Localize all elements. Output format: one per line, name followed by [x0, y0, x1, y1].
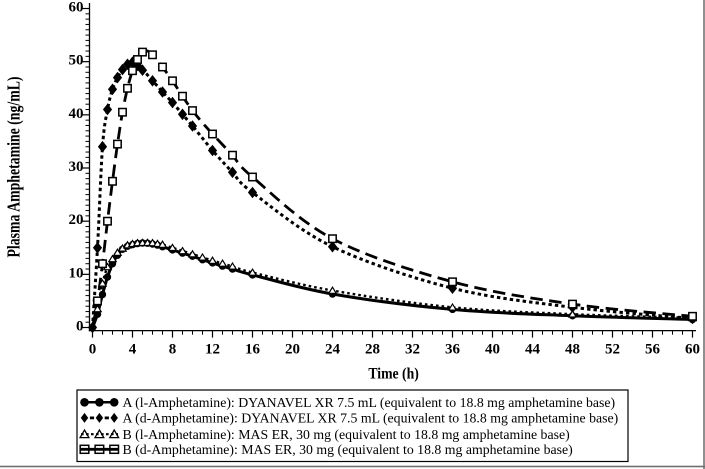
svg-text:24: 24 — [325, 341, 341, 357]
svg-text:A (l-Amphetamine): DYANAVEL XR: A (l-Amphetamine): DYANAVEL XR 7.5 mL (e… — [123, 395, 616, 411]
svg-text:60: 60 — [69, 0, 84, 16]
svg-text:36: 36 — [445, 341, 461, 357]
svg-text:20: 20 — [285, 341, 300, 357]
svg-text:20: 20 — [69, 212, 84, 228]
svg-text:40: 40 — [69, 106, 84, 122]
svg-text:32: 32 — [405, 341, 420, 357]
svg-text:10: 10 — [69, 265, 84, 281]
svg-text:Time (h): Time (h) — [368, 366, 419, 383]
svg-text:B (d-Amphetamine): MAS ER, 30: B (d-Amphetamine): MAS ER, 30 mg (equiva… — [123, 442, 573, 458]
svg-text:56: 56 — [645, 341, 661, 357]
svg-text:0: 0 — [89, 341, 97, 357]
svg-text:52: 52 — [605, 341, 620, 357]
svg-text:16: 16 — [245, 341, 261, 357]
svg-text:0: 0 — [76, 319, 84, 335]
svg-text:Plasma Amphetamine (ng/mL): Plasma Amphetamine (ng/mL) — [4, 76, 25, 257]
svg-text:40: 40 — [485, 341, 500, 357]
svg-text:8: 8 — [169, 341, 177, 357]
svg-text:A (d-Amphetamine): DYANAVEL XR: A (d-Amphetamine): DYANAVEL XR 7.5 mL (e… — [123, 411, 619, 427]
svg-text:B (l-Amphetamine): MAS ER, 30: B (l-Amphetamine): MAS ER, 30 mg (equiva… — [123, 427, 570, 443]
svg-text:12: 12 — [205, 341, 220, 357]
svg-text:48: 48 — [565, 341, 580, 357]
svg-text:50: 50 — [69, 53, 84, 69]
svg-text:60: 60 — [685, 341, 700, 357]
svg-text:28: 28 — [365, 341, 380, 357]
svg-text:44: 44 — [525, 341, 541, 357]
svg-text:4: 4 — [129, 341, 137, 357]
svg-text:30: 30 — [69, 159, 84, 175]
